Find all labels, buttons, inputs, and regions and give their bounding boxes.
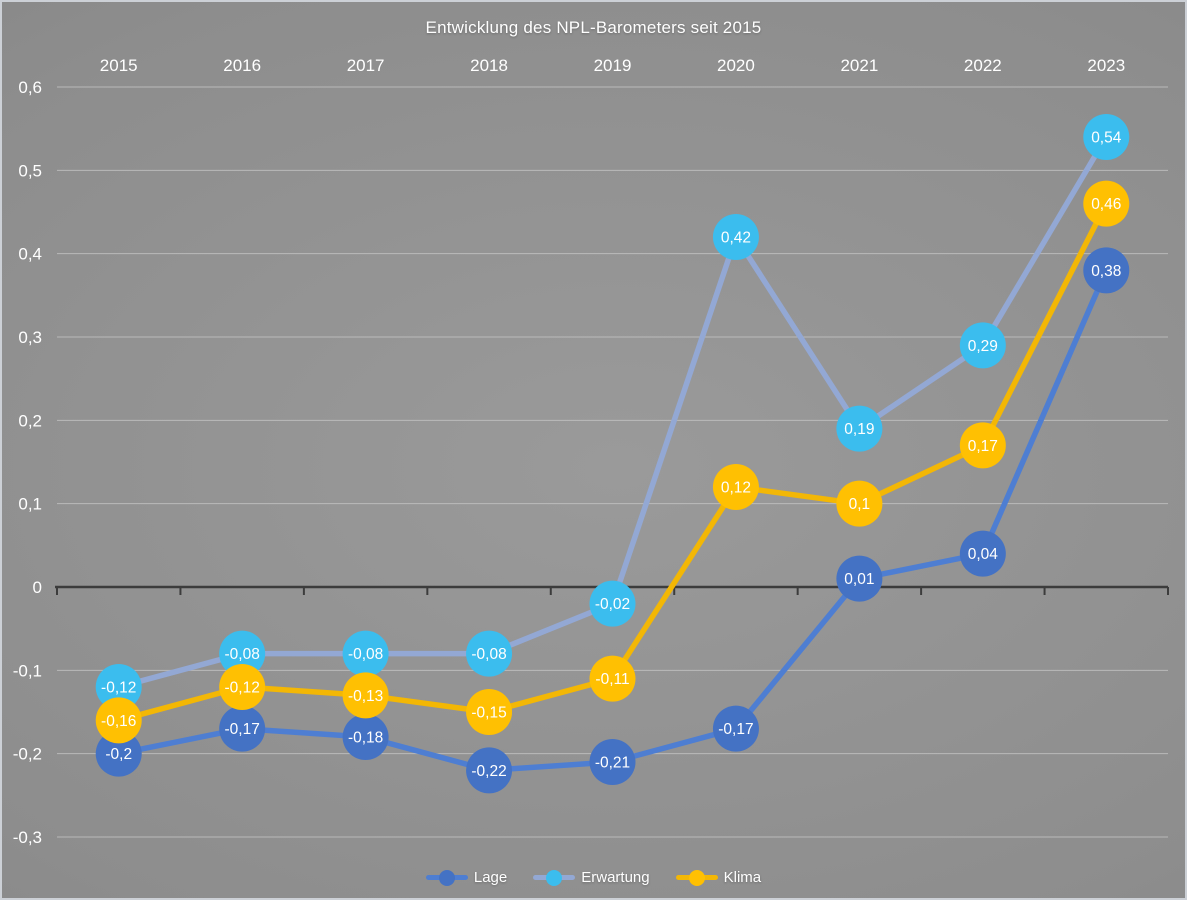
data-label-erwartung-2023: 0,54 bbox=[1091, 130, 1122, 147]
data-label-erwartung-2019: -0,02 bbox=[595, 596, 630, 613]
legend-line-swatch-lage bbox=[425, 869, 468, 886]
data-point-marker-erwartung-2020 bbox=[712, 214, 759, 261]
data-point-marker-erwartung-2015 bbox=[95, 663, 142, 710]
data-label-erwartung-2020: 0,42 bbox=[721, 230, 751, 247]
data-point-marker-klima-2020 bbox=[712, 464, 759, 511]
data-label-lage-2021: 0,01 bbox=[844, 571, 874, 588]
data-label-lage-2019: -0,21 bbox=[595, 754, 630, 771]
data-label-klima-2022: 0,17 bbox=[968, 438, 998, 455]
legend-label-erwartung: Erwartung bbox=[581, 869, 650, 886]
data-label-lage-2022: 0,04 bbox=[968, 546, 999, 563]
data-point-marker-erwartung-2018 bbox=[466, 630, 513, 677]
x-axis-year-label: 2016 bbox=[223, 56, 261, 75]
y-axis-tick-label: 0,6 bbox=[18, 78, 42, 97]
legend-item-erwartung: Erwartung bbox=[533, 869, 650, 886]
data-label-erwartung-2016: -0,08 bbox=[224, 646, 259, 663]
legend-marker-swatch-lage bbox=[438, 869, 455, 886]
data-point-marker-lage-2016 bbox=[219, 705, 266, 752]
data-label-erwartung-2015: -0,12 bbox=[101, 679, 136, 696]
x-axis-year-label: 2020 bbox=[717, 56, 755, 75]
data-point-marker-lage-2022 bbox=[959, 530, 1006, 577]
x-axis-year-label: 2022 bbox=[964, 56, 1002, 75]
data-point-marker-lage-2015 bbox=[95, 730, 142, 777]
data-point-marker-klima-2022 bbox=[959, 422, 1006, 469]
data-point-marker-klima-2023 bbox=[1083, 180, 1130, 227]
data-label-erwartung-2017: -0,08 bbox=[348, 646, 383, 663]
data-label-klima-2021: 0,1 bbox=[849, 496, 871, 513]
legend-item-klima: Klima bbox=[675, 869, 762, 886]
chart-title: Entwicklung des NPL-Barometers seit 2015 bbox=[425, 18, 762, 37]
y-axis-tick-label: 0,1 bbox=[18, 495, 42, 514]
data-label-lage-2016: -0,17 bbox=[224, 721, 259, 738]
data-point-marker-klima-2015 bbox=[95, 697, 142, 744]
data-point-marker-erwartung-2016 bbox=[219, 630, 266, 677]
x-axis-year-label: 2015 bbox=[100, 56, 138, 75]
data-label-lage-2017: -0,18 bbox=[348, 729, 383, 746]
data-label-klima-2016: -0,12 bbox=[224, 679, 259, 696]
data-label-lage-2020: -0,17 bbox=[718, 721, 753, 738]
data-point-marker-klima-2018 bbox=[466, 688, 513, 735]
data-label-lage-2015: -0,2 bbox=[105, 746, 132, 763]
y-axis-tick-label: 0,2 bbox=[18, 411, 42, 430]
data-label-klima-2019: -0,11 bbox=[595, 671, 629, 688]
data-point-marker-lage-2021 bbox=[836, 555, 883, 602]
data-point-marker-erwartung-2022 bbox=[959, 322, 1006, 369]
x-axis-year-label: 2018 bbox=[470, 56, 508, 75]
x-axis-year-label: 2019 bbox=[594, 56, 632, 75]
data-label-erwartung-2018: -0,08 bbox=[471, 646, 506, 663]
data-label-klima-2023: 0,46 bbox=[1091, 196, 1121, 213]
data-point-marker-lage-2023 bbox=[1083, 247, 1130, 294]
legend-item-lage: Lage bbox=[425, 869, 508, 886]
x-axis-year-label: 2017 bbox=[347, 56, 385, 75]
data-label-erwartung-2022: 0,29 bbox=[968, 338, 998, 355]
y-axis-tick-label: 0 bbox=[33, 578, 42, 597]
data-point-marker-lage-2019 bbox=[589, 738, 636, 785]
y-axis-tick-label: -0,1 bbox=[13, 661, 42, 680]
series-line-klima bbox=[115, 200, 1110, 724]
x-axis-year-label: 2023 bbox=[1087, 56, 1125, 75]
data-label-klima-2017: -0,13 bbox=[348, 688, 383, 705]
data-point-marker-erwartung-2021 bbox=[836, 405, 883, 452]
data-label-lage-2023: 0,38 bbox=[1091, 263, 1121, 280]
y-axis-tick-label: 0,4 bbox=[18, 245, 42, 264]
data-point-marker-lage-2020 bbox=[712, 705, 759, 752]
data-point-marker-lage-2018 bbox=[466, 747, 513, 794]
data-point-marker-erwartung-2019 bbox=[589, 580, 636, 627]
chart-legend: Lage Erwartung Klima bbox=[2, 869, 1185, 886]
y-axis-tick-label: 0,5 bbox=[18, 161, 42, 180]
x-axis-year-label: 2021 bbox=[840, 56, 878, 75]
legend-line-swatch-erwartung bbox=[533, 869, 576, 886]
data-point-marker-lage-2017 bbox=[342, 713, 389, 760]
data-label-lage-2018: -0,22 bbox=[471, 763, 506, 780]
legend-label-klima: Klima bbox=[723, 869, 762, 886]
legend-label-lage: Lage bbox=[473, 869, 508, 886]
data-point-marker-klima-2019 bbox=[589, 655, 636, 702]
data-point-marker-klima-2016 bbox=[219, 663, 266, 710]
data-label-klima-2020: 0,12 bbox=[721, 480, 751, 497]
data-point-marker-erwartung-2023 bbox=[1083, 114, 1130, 161]
data-label-klima-2018: -0,15 bbox=[471, 704, 506, 721]
legend-marker-swatch-erwartung bbox=[546, 869, 563, 886]
legend-line-swatch-klima bbox=[675, 869, 718, 886]
data-point-marker-erwartung-2017 bbox=[342, 630, 389, 677]
data-point-marker-klima-2021 bbox=[836, 480, 883, 527]
legend-marker-swatch-klima bbox=[688, 869, 705, 886]
data-point-marker-klima-2017 bbox=[342, 672, 389, 719]
y-axis-tick-label: 0,3 bbox=[18, 328, 42, 347]
y-axis-tick-label: -0,3 bbox=[13, 828, 42, 847]
data-label-klima-2015: -0,16 bbox=[101, 713, 136, 730]
y-axis-tick-label: -0,2 bbox=[13, 745, 42, 764]
data-label-erwartung-2021: 0,19 bbox=[844, 421, 874, 438]
